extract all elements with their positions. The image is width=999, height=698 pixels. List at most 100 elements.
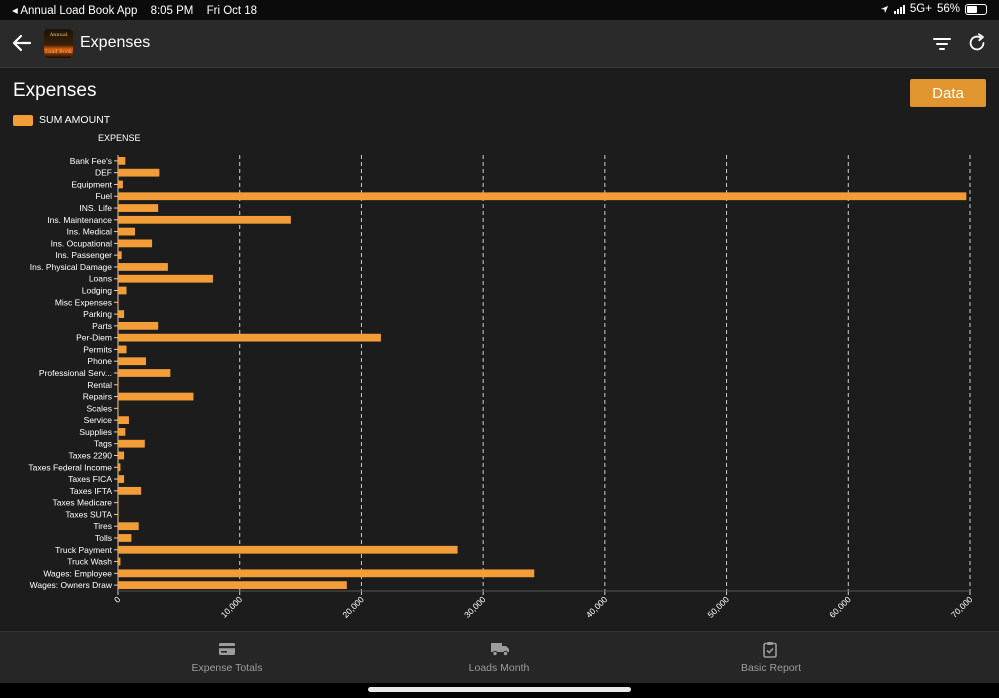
filter-icon[interactable] xyxy=(932,34,952,54)
category-label: Ins. Maintenance xyxy=(47,215,112,225)
category-label: Truck Wash xyxy=(67,557,112,567)
expense-bar[interactable] xyxy=(118,428,126,436)
expense-bar[interactable] xyxy=(118,416,129,425)
category-label: Taxes Federal Income xyxy=(28,462,112,472)
nav-expense-totals[interactable]: Expense Totals xyxy=(107,632,347,684)
expense-bar[interactable] xyxy=(118,192,967,201)
category-label: DEF xyxy=(95,168,112,178)
expense-bar[interactable] xyxy=(118,451,125,460)
category-label: Truck Payment xyxy=(55,545,112,555)
category-label: INS. Life xyxy=(79,203,112,213)
app-bar: Annual Load Book Expenses xyxy=(0,20,999,68)
x-tick-label: 60,000 xyxy=(827,594,853,620)
category-label: Loans xyxy=(89,274,112,284)
category-label: Bank Fee's xyxy=(70,156,112,166)
category-label: Service xyxy=(84,415,113,425)
x-tick-label: 50,000 xyxy=(706,594,732,620)
expense-bar[interactable] xyxy=(118,239,153,248)
expense-bar[interactable] xyxy=(118,439,145,448)
expense-bar[interactable] xyxy=(118,557,121,566)
nav-loads-month[interactable]: Loads Month xyxy=(379,632,619,684)
network-label: 5G+ xyxy=(909,3,932,15)
category-label: Ins. Medical xyxy=(67,227,112,237)
app-bar-title: Expenses xyxy=(80,34,151,51)
bottom-nav: Expense Totals Loads Month Basic Report xyxy=(0,631,999,684)
category-label: Wages: Owners Draw xyxy=(30,580,113,590)
expense-bar[interactable] xyxy=(118,463,121,472)
expense-bar[interactable] xyxy=(118,168,160,177)
expense-bar[interactable] xyxy=(118,333,381,342)
category-label: Tags xyxy=(94,439,112,449)
category-label: Taxes IFTA xyxy=(70,486,113,496)
expense-bar[interactable] xyxy=(118,392,194,401)
x-tick-label: 0 xyxy=(112,594,123,605)
category-label: Tolls xyxy=(95,533,112,543)
expense-bar[interactable] xyxy=(118,310,125,318)
category-label: Permits xyxy=(83,344,112,354)
expense-bar[interactable] xyxy=(118,204,159,212)
expense-bar[interactable] xyxy=(118,345,127,354)
chart-legend[interactable]: SUM AMOUNT xyxy=(13,114,110,126)
expense-bar[interactable] xyxy=(118,486,142,495)
expense-bar-chart: 0 10,000 20,000 30,000 40,000 50,000 60,000 70,… xyxy=(28,155,975,620)
expense-bar[interactable] xyxy=(118,369,171,377)
expense-bar[interactable] xyxy=(118,581,347,589)
category-label: Ins. Ocupational xyxy=(51,238,113,248)
x-tick-label: 30,000 xyxy=(462,594,488,620)
clipboard-check-icon xyxy=(763,642,777,658)
refresh-icon[interactable] xyxy=(966,32,988,54)
expense-bar[interactable] xyxy=(118,380,119,389)
nav-basic-report[interactable]: Basic Report xyxy=(651,632,891,684)
battery-icon xyxy=(965,3,987,15)
expense-bar[interactable] xyxy=(118,321,159,330)
data-button[interactable]: Data xyxy=(910,79,986,107)
expense-bar[interactable] xyxy=(118,522,139,531)
legend-swatch xyxy=(13,114,33,126)
expense-bar[interactable] xyxy=(118,475,125,483)
expense-bar[interactable] xyxy=(118,180,123,189)
expense-bar[interactable] xyxy=(118,534,132,542)
expense-bar[interactable] xyxy=(118,569,535,578)
expense-bar[interactable] xyxy=(118,227,136,236)
expense-bar[interactable] xyxy=(118,251,122,260)
category-label: Supplies xyxy=(79,427,112,437)
category-label: Fuel xyxy=(95,191,112,201)
status-date: Fri Oct 18 xyxy=(206,5,258,17)
signal-icon xyxy=(893,4,905,14)
category-label: Ins. Passenger xyxy=(55,250,112,260)
battery-percent: 56% xyxy=(936,3,960,15)
category-axis-title: EXPENSE xyxy=(98,133,141,143)
category-label: Lodging xyxy=(82,286,113,296)
back-arrow-icon[interactable] xyxy=(10,31,34,55)
expense-bar[interactable] xyxy=(118,545,458,554)
page-title: Expenses xyxy=(13,80,97,101)
category-label: Taxes 2290 xyxy=(69,450,113,460)
expense-bar[interactable] xyxy=(118,157,126,165)
category-label: Misc Expenses xyxy=(55,297,112,307)
expense-bar[interactable] xyxy=(118,404,119,413)
category-label: Repairs xyxy=(83,392,112,402)
category-label: Parts xyxy=(92,321,112,331)
home-indicator[interactable] xyxy=(368,687,631,692)
credit-card-icon xyxy=(219,643,235,655)
nav-expense-totals-label: Expense Totals xyxy=(191,662,263,674)
nav-loads-month-label: Loads Month xyxy=(468,662,530,674)
expense-bar[interactable] xyxy=(118,274,213,283)
x-tick-label: 20,000 xyxy=(340,594,366,620)
expense-bar[interactable] xyxy=(118,298,119,307)
category-label: Parking xyxy=(83,309,112,319)
category-label: Professional Serv... xyxy=(39,368,112,378)
expense-bar[interactable] xyxy=(118,357,146,366)
category-label: Rental xyxy=(87,380,112,390)
category-label: Tires xyxy=(93,521,112,531)
category-label: Equipment xyxy=(71,179,112,189)
expense-bar[interactable] xyxy=(118,286,127,295)
expense-bar[interactable] xyxy=(118,215,291,224)
truck-icon xyxy=(491,643,509,657)
expense-bar[interactable] xyxy=(118,498,119,507)
expense-bar[interactable] xyxy=(118,263,168,271)
expense-bar[interactable] xyxy=(118,510,119,519)
category-label: Taxes SUTA xyxy=(65,509,112,519)
category-label: Taxes Medicare xyxy=(52,498,112,508)
back-to-app-link[interactable]: ◂ Annual Load Book App xyxy=(12,5,138,17)
